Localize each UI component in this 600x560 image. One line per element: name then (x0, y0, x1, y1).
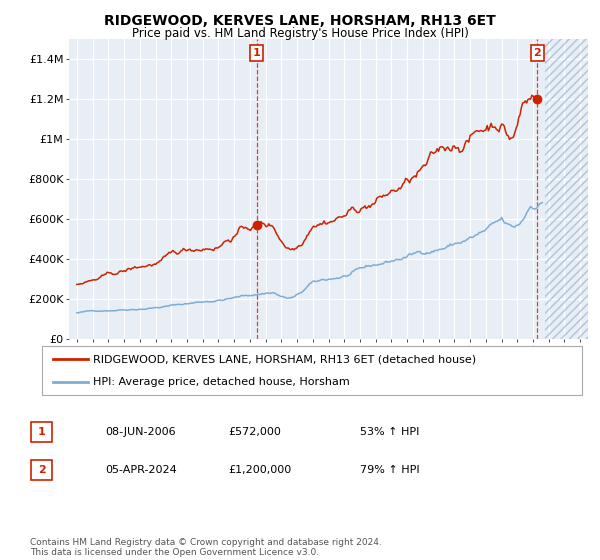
Text: £1,200,000: £1,200,000 (228, 465, 291, 475)
Text: 1: 1 (38, 427, 46, 437)
Text: RIDGEWOOD, KERVES LANE, HORSHAM, RH13 6ET: RIDGEWOOD, KERVES LANE, HORSHAM, RH13 6E… (104, 14, 496, 28)
Text: 79% ↑ HPI: 79% ↑ HPI (360, 465, 419, 475)
Text: Contains HM Land Registry data © Crown copyright and database right 2024.
This d: Contains HM Land Registry data © Crown c… (30, 538, 382, 557)
Text: 53% ↑ HPI: 53% ↑ HPI (360, 427, 419, 437)
Text: 1: 1 (253, 48, 260, 58)
Text: RIDGEWOOD, KERVES LANE, HORSHAM, RH13 6ET (detached house): RIDGEWOOD, KERVES LANE, HORSHAM, RH13 6E… (94, 354, 476, 365)
Text: 2: 2 (533, 48, 541, 58)
Bar (545, 39, 588, 339)
Text: HPI: Average price, detached house, Horsham: HPI: Average price, detached house, Hors… (94, 377, 350, 388)
Text: 2: 2 (38, 465, 46, 475)
Text: 08-JUN-2006: 08-JUN-2006 (105, 427, 176, 437)
Bar (545, 39, 588, 339)
Text: 05-APR-2024: 05-APR-2024 (105, 465, 177, 475)
FancyBboxPatch shape (42, 346, 582, 395)
Text: £572,000: £572,000 (228, 427, 281, 437)
Text: Price paid vs. HM Land Registry's House Price Index (HPI): Price paid vs. HM Land Registry's House … (131, 27, 469, 40)
